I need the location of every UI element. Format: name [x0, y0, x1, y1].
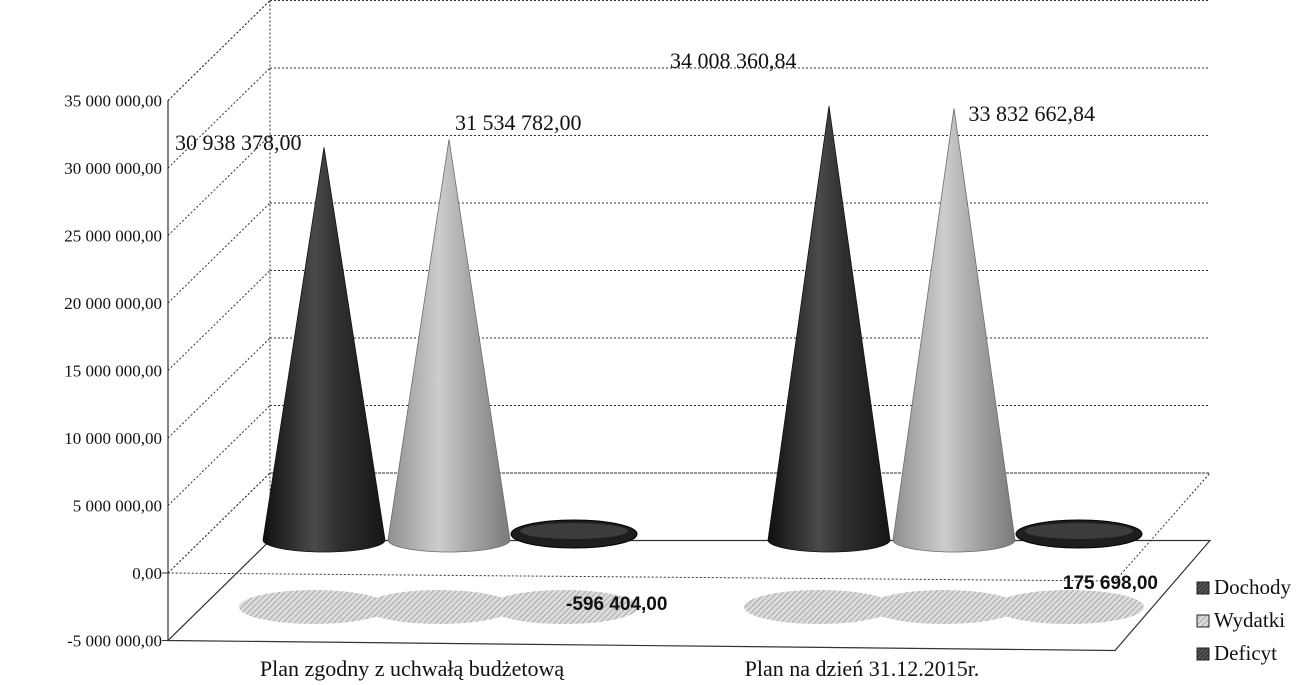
- legend: Dochody Wydatki Deficyt: [1196, 575, 1291, 665]
- data-labels: 30 938 378,00 34 008 360,84 31 534 782,00 3…: [175, 48, 1158, 615]
- legend-swatch: [1196, 614, 1210, 628]
- y-axis-tick-labels: -5 000 000,00 0,00 5 000 000,00 10 000 000,…: [64, 92, 162, 651]
- data-label: 30 938 378,00: [175, 130, 302, 155]
- cone-wydatki: [387, 139, 511, 553]
- y-tick-label: 35 000 000,00: [64, 92, 162, 111]
- data-label: 34 008 360,84: [670, 48, 797, 73]
- data-label: 31 534 782,00: [455, 110, 582, 135]
- legend-swatch: [1196, 647, 1210, 661]
- floor-shadow-disc: [869, 590, 1019, 624]
- chart-walls: [167, 0, 271, 641]
- cone-dochody: [262, 147, 386, 553]
- floor-shadow-disc: [994, 590, 1144, 624]
- category-label: Plan na dzień 31.12.2015r.: [745, 656, 980, 681]
- y-tick-label: 0,00: [132, 564, 162, 583]
- cone-deficyt-top: [520, 523, 628, 539]
- data-label: 175 698,00: [1063, 573, 1158, 594]
- cone-wydatki: [892, 108, 1016, 553]
- floor-shadow-disc: [239, 590, 389, 624]
- floor-shadow-disc: [489, 590, 639, 624]
- y-tick-label: 5 000 000,00: [73, 497, 162, 516]
- legend-entry: Wydatki: [1214, 608, 1285, 632]
- data-label: 33 832 662,84: [969, 101, 1096, 126]
- y-tick-label: 10 000 000,00: [64, 429, 162, 448]
- y-tick-label: 30 000 000,00: [64, 159, 162, 178]
- legend-entry: Deficyt: [1214, 641, 1277, 665]
- data-marks: [262, 105, 1143, 553]
- y-tick-label: 20 000 000,00: [64, 294, 162, 313]
- y-tick-label: -5 000 000,00: [67, 632, 162, 651]
- legend-swatch: [1196, 581, 1210, 595]
- floor-shadow-disc: [744, 590, 894, 624]
- bottom-plane: [166, 539, 1212, 652]
- gridline-side: [167, 405, 271, 506]
- cone-dochody: [767, 105, 891, 553]
- gridline-side: [167, 270, 271, 371]
- data-label: -596 404,00: [566, 594, 667, 615]
- floor-shadow-disc: [364, 590, 514, 624]
- cone-deficyt-top: [1025, 523, 1133, 539]
- y-tick-label: 25 000 000,00: [64, 227, 162, 246]
- gridline-side: [167, 337, 271, 439]
- gridline-side: [167, 202, 271, 304]
- chart-floor: [162, 472, 1212, 652]
- category-labels: Plan zgodny z uchwałą budżetową Plan na d…: [260, 656, 979, 681]
- y-tick-label: 15 000 000,00: [64, 362, 162, 381]
- gridline-side: [167, 0, 271, 101]
- legend-entry: Dochody: [1214, 575, 1291, 599]
- category-label: Plan zgodny z uchwałą budżetową: [260, 656, 564, 681]
